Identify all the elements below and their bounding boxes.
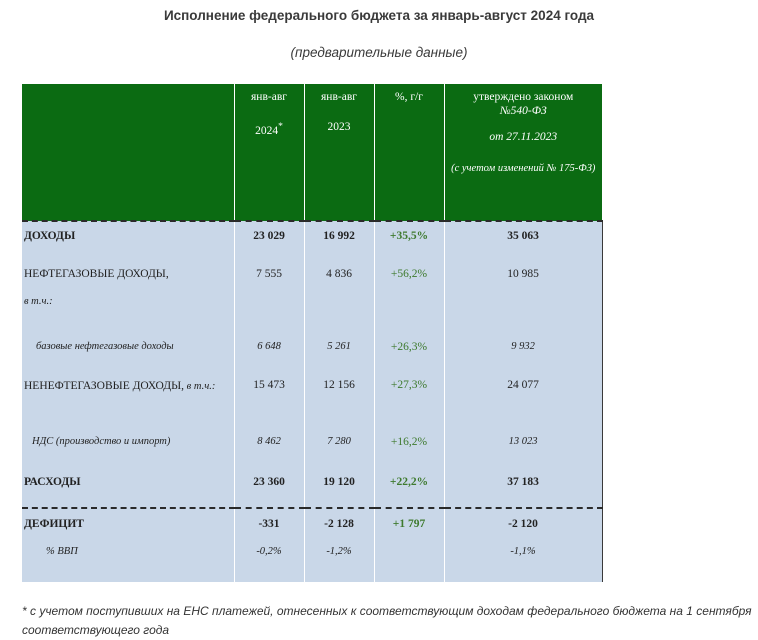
cell-2024: 7 555 — [234, 262, 305, 337]
page-title: Исполнение федерального бюджета за январ… — [163, 8, 595, 23]
cell-pct: +1 797 — [374, 508, 445, 540]
table-row-base-oil-gas: базовые нефтегазовые доходы 6 648 5 261 … — [22, 337, 603, 373]
table-row-oil-gas: НЕФТЕГАЗОВЫЕ ДОХОДЫ, в т.ч.: 7 555 4 836… — [22, 262, 603, 337]
cell-2024: 8 462 — [234, 430, 305, 468]
header-law-line2: №540-ФЗ — [499, 105, 547, 117]
table-row-vat: НДС (производство и импорт) 8 462 7 280 … — [22, 430, 603, 468]
header-law-line1: утверждено законом — [473, 91, 574, 103]
row-label-main: НЕФТЕГАЗОВЫЕ ДОХОДЫ, — [24, 268, 169, 280]
table-row-gdp-share: % ВВП -0,2% -1,2% -1,1% — [22, 540, 603, 582]
cell-law: -1,1% — [444, 540, 603, 582]
footnote: * с учетом поступивших на ЕНС платежей, … — [22, 604, 752, 637]
header-2023-year: 2023 — [327, 121, 351, 133]
cell-law: -2 120 — [444, 508, 603, 540]
cell-law: 37 183 — [444, 468, 603, 509]
cell-2023: 12 156 — [304, 373, 375, 430]
cell-law: 24 077 — [444, 373, 603, 430]
cell-law: 13 023 — [444, 430, 603, 468]
table-row-non-oil-gas: НЕНЕФТЕГАЗОВЫЕ ДОХОДЫ, в т.ч.: 15 473 12… — [22, 373, 603, 430]
row-label-sub: в т.ч.: — [184, 381, 216, 392]
header-2024-year: 2024 — [255, 124, 279, 137]
cell-2023: -1,2% — [304, 540, 375, 582]
cell-2023: 5 261 — [304, 337, 375, 373]
row-label: РАСХОДЫ — [22, 468, 235, 509]
table-row-deficit: ДЕФИЦИТ -331 -2 128 +1 797 -2 120 — [22, 508, 603, 540]
row-label: базовые нефтегазовые доходы — [22, 337, 235, 373]
header-law-line3: от 27.11.2023 — [489, 131, 558, 143]
cell-law: 35 063 — [444, 220, 603, 262]
cell-law: 9 932 — [444, 337, 603, 373]
header-law: утверждено законом №540-ФЗ от 27.11.2023… — [444, 84, 602, 221]
table-row-expenditures: РАСХОДЫ 23 360 19 120 +22,2% 37 183 — [22, 468, 603, 509]
row-label: % ВВП — [22, 540, 235, 582]
cell-2023: 7 280 — [304, 430, 375, 468]
cell-law: 10 985 — [444, 262, 603, 337]
header-2024: янв-авг 2024* — [234, 84, 305, 221]
cell-2024: 23 360 — [234, 468, 305, 509]
row-label: ДЕФИЦИТ — [22, 508, 235, 540]
cell-2023: 4 836 — [304, 262, 375, 337]
header-pct: %, г/г — [374, 84, 445, 221]
cell-pct: +35,5% — [374, 220, 445, 262]
row-label-sub: в т.ч.: — [24, 296, 53, 307]
cell-2024: 15 473 — [234, 373, 305, 430]
header-law-line4: (с учетом изменений № 175-ФЗ) — [451, 163, 596, 174]
cell-pct — [374, 540, 445, 582]
cell-pct: +16,2% — [374, 430, 445, 468]
cell-2024: -0,2% — [234, 540, 305, 582]
header-2024-period: янв-авг — [251, 91, 287, 103]
header-pct-label: %, г/г — [395, 91, 423, 103]
header-2024-footnote-mark: * — [278, 121, 283, 132]
row-label-main: НЕНЕФТЕГАЗОВЫЕ ДОХОДЫ, — [24, 380, 185, 392]
row-label: НЕФТЕГАЗОВЫЕ ДОХОДЫ, в т.ч.: — [22, 262, 235, 337]
table-row-revenues: ДОХОДЫ 23 029 16 992 +35,5% 35 063 — [22, 220, 603, 262]
cell-2024: 23 029 — [234, 220, 305, 262]
table-header-row: янв-авг 2024* янв-авг 2023 %, г/г утверж… — [22, 84, 602, 221]
header-2023-period: янв-авг — [321, 91, 357, 103]
budget-table: янв-авг 2024* янв-авг 2023 %, г/г утверж… — [22, 84, 603, 582]
page-subtitle: (предварительные данные) — [290, 45, 468, 60]
cell-pct: +56,2% — [374, 262, 445, 337]
header-label-cell — [22, 84, 235, 221]
cell-2023: -2 128 — [304, 508, 375, 540]
cell-2024: 6 648 — [234, 337, 305, 373]
cell-2023: 19 120 — [304, 468, 375, 509]
cell-pct: +22,2% — [374, 468, 445, 509]
row-label: НДС (производство и импорт) — [22, 430, 235, 468]
row-label: ДОХОДЫ — [22, 220, 235, 262]
cell-pct: +26,3% — [374, 337, 445, 373]
row-label: НЕНЕФТЕГАЗОВЫЕ ДОХОДЫ, в т.ч.: — [22, 373, 235, 430]
cell-2024: -331 — [234, 508, 305, 540]
cell-2023: 16 992 — [304, 220, 375, 262]
header-2023: янв-авг 2023 — [304, 84, 375, 221]
cell-pct: +27,3% — [374, 373, 445, 430]
header-2024-year-wrap: 2024* — [239, 121, 300, 137]
